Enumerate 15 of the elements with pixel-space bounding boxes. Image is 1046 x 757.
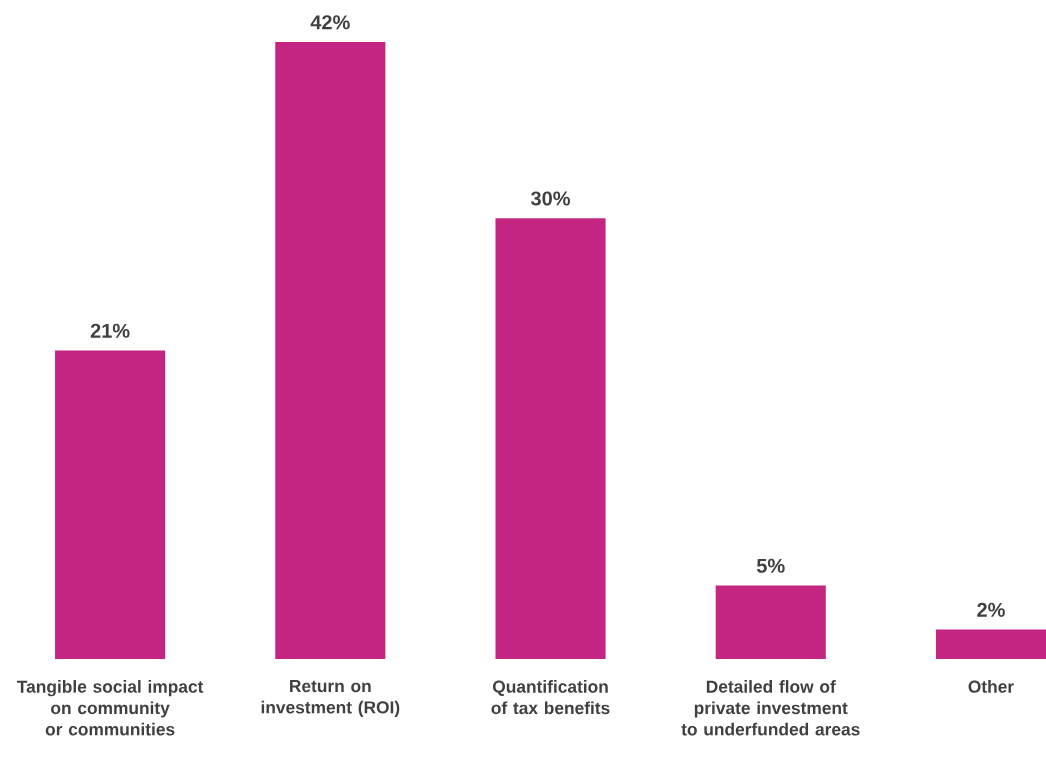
bar: [275, 42, 386, 659]
x-tick-label: Return on investment (ROI): [261, 680, 400, 717]
bar: [935, 629, 1046, 659]
data-label: 5%: [756, 558, 785, 573]
data-label: 30%: [530, 191, 571, 206]
data-label: 2%: [977, 602, 1005, 617]
bar: [495, 218, 606, 659]
data-label: 21%: [90, 323, 130, 338]
x-tick-label: Quantification of tax benefits: [491, 680, 610, 715]
data-label: 42%: [310, 15, 350, 30]
bar: [715, 585, 826, 659]
x-tick-label: Other: [968, 680, 1014, 693]
x-tick-label: Detailed flow of private investment to underfunded areas: [681, 680, 860, 736]
bar: [55, 350, 166, 659]
x-tick-label: Tangible social impact on community or communities: [17, 680, 204, 736]
